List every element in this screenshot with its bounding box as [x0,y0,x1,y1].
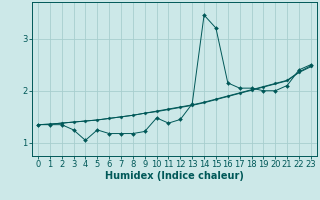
X-axis label: Humidex (Indice chaleur): Humidex (Indice chaleur) [105,171,244,181]
